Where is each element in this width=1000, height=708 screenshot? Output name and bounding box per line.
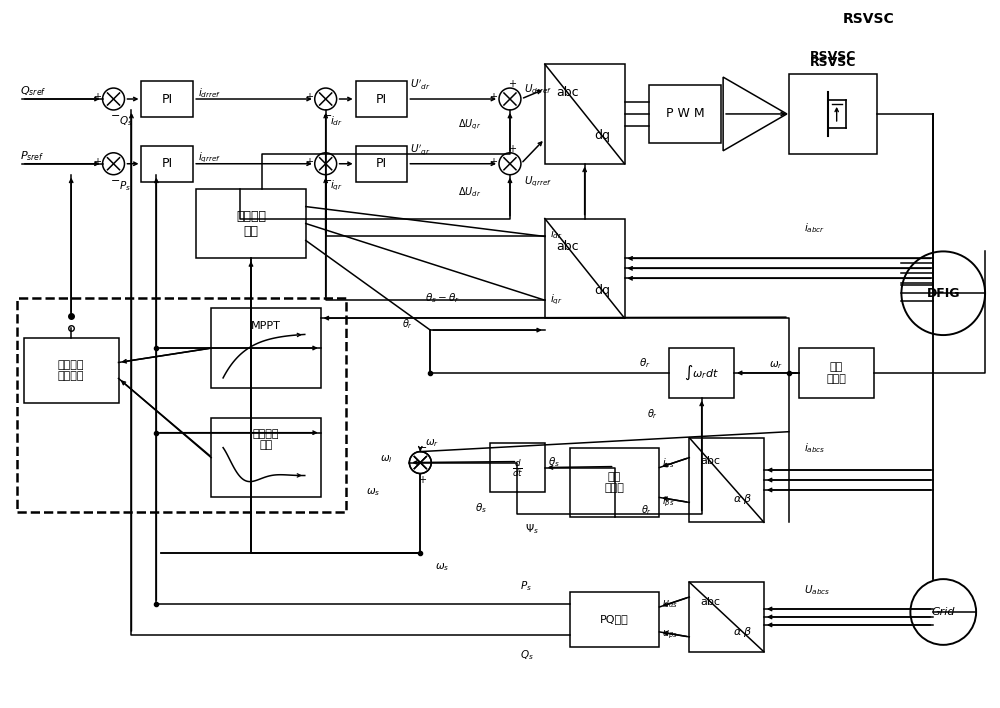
Text: abc: abc: [556, 240, 578, 253]
Text: $Q_{sref}$: $Q_{sref}$: [20, 84, 46, 98]
Text: $\omega_s$: $\omega_s$: [435, 561, 450, 573]
Text: $\alpha$ $\beta$: $\alpha$ $\beta$: [733, 625, 753, 639]
Text: 短时过载
控制: 短时过载 控制: [253, 429, 279, 450]
Text: $P_s$: $P_s$: [520, 579, 532, 593]
Text: $U'_{dr}$: $U'_{dr}$: [410, 78, 431, 92]
Text: $U_{drref}$: $U_{drref}$: [524, 82, 552, 96]
Text: $\Delta U_{qr}$: $\Delta U_{qr}$: [458, 118, 481, 132]
Text: dq: dq: [594, 284, 610, 297]
Text: +: +: [489, 92, 497, 102]
Text: $P_{sref}$: $P_{sref}$: [20, 149, 44, 163]
Bar: [689, 582, 764, 652]
Text: $P_s$: $P_s$: [119, 178, 130, 193]
Text: $\omega_r$: $\omega_r$: [425, 437, 439, 449]
Text: PI: PI: [376, 157, 387, 170]
Bar: [799, 348, 874, 398]
Text: $i_{\alpha s}$: $i_{\alpha s}$: [662, 457, 675, 471]
Text: $\theta_s - \theta_r$: $\theta_s - \theta_r$: [425, 291, 460, 305]
Text: abc: abc: [700, 457, 720, 467]
Text: $i_{qrref}$: $i_{qrref}$: [198, 151, 222, 165]
Text: RSVSC: RSVSC: [810, 50, 856, 63]
Text: −: −: [111, 176, 120, 185]
Text: abc: abc: [700, 597, 720, 607]
Text: abc: abc: [556, 86, 578, 98]
Text: PI: PI: [162, 93, 173, 105]
Text: $\alpha$ $\beta$: $\alpha$ $\beta$: [733, 491, 753, 506]
Text: $i_{qr}$: $i_{qr}$: [550, 293, 563, 307]
Bar: [789, 74, 877, 154]
Text: $u_{\alpha s}$: $u_{\alpha s}$: [662, 598, 678, 610]
Text: +: +: [489, 156, 497, 167]
Bar: [545, 64, 625, 164]
Text: $i_{dr}$: $i_{dr}$: [550, 227, 563, 241]
Bar: [211, 308, 321, 388]
Bar: [196, 188, 306, 258]
Text: −: −: [323, 111, 332, 121]
Bar: [141, 81, 193, 117]
Bar: [689, 438, 764, 523]
Text: −: −: [111, 111, 120, 121]
Text: $\theta_r$: $\theta_r$: [647, 407, 659, 421]
Text: Grid: Grid: [932, 607, 955, 617]
Bar: [545, 219, 625, 318]
Bar: [490, 442, 545, 493]
Text: $\theta_r$: $\theta_r$: [402, 317, 413, 331]
Text: DFIG: DFIG: [927, 287, 960, 299]
Text: +: +: [508, 144, 516, 154]
Text: $i_{dr}$: $i_{dr}$: [330, 114, 343, 128]
Bar: [649, 85, 721, 143]
Text: $u_{\beta s}$: $u_{\beta s}$: [662, 629, 678, 641]
Text: PI: PI: [376, 93, 387, 105]
Text: $\Psi_s$: $\Psi_s$: [525, 523, 539, 536]
Bar: [141, 146, 193, 182]
Bar: [17, 298, 346, 513]
Bar: [24, 338, 119, 403]
Text: +: +: [418, 474, 426, 484]
Bar: [356, 146, 407, 182]
Text: +: +: [93, 92, 101, 102]
Text: $\frac{d}{dt}$: $\frac{d}{dt}$: [512, 457, 523, 479]
Text: 磁链
观测器: 磁链 观测器: [605, 472, 624, 493]
Text: $\int\omega_r dt$: $\int\omega_r dt$: [684, 364, 719, 382]
Text: −: −: [323, 176, 332, 185]
Text: $\theta_r$: $\theta_r$: [641, 503, 653, 518]
Text: RSVSC: RSVSC: [843, 12, 894, 26]
Bar: [570, 592, 659, 647]
Text: +: +: [305, 92, 313, 102]
Text: 参考有功
功率计算: 参考有功 功率计算: [58, 360, 84, 381]
Text: $\Delta U_{dr}$: $\Delta U_{dr}$: [458, 185, 481, 198]
Text: 电压补偿
计算: 电压补偿 计算: [236, 210, 266, 237]
Text: $i_{drref}$: $i_{drref}$: [198, 86, 222, 100]
Bar: [356, 81, 407, 117]
Text: $\theta_s$: $\theta_s$: [548, 456, 560, 469]
Text: $i_{abcr}$: $i_{abcr}$: [804, 222, 825, 235]
Text: $U_{qrref}$: $U_{qrref}$: [524, 174, 552, 189]
Text: +: +: [93, 156, 101, 167]
Text: RSVSC: RSVSC: [810, 56, 856, 69]
Text: dq: dq: [594, 130, 610, 142]
Text: $\theta_s$: $\theta_s$: [475, 501, 487, 515]
Bar: [669, 348, 734, 398]
Text: 光电
编码器: 光电 编码器: [826, 362, 846, 384]
Bar: [570, 447, 659, 518]
Text: +: +: [305, 156, 313, 167]
Text: $U_{abcs}$: $U_{abcs}$: [804, 583, 830, 597]
Text: $i_{abcs}$: $i_{abcs}$: [804, 441, 825, 455]
Text: $U'_{qr}$: $U'_{qr}$: [410, 142, 431, 157]
Text: $i_{qr}$: $i_{qr}$: [330, 178, 343, 193]
Text: $Q_s$: $Q_s$: [520, 648, 534, 662]
Text: $Q_s$: $Q_s$: [119, 114, 132, 128]
Text: −: −: [418, 442, 427, 452]
Bar: [211, 418, 321, 498]
Text: $\theta_r$: $\theta_r$: [639, 356, 651, 370]
Text: PI: PI: [162, 157, 173, 170]
Text: $\omega_r$: $\omega_r$: [769, 359, 783, 371]
Text: MPPT: MPPT: [251, 321, 281, 331]
Text: $\omega_s$: $\omega_s$: [366, 486, 380, 498]
Text: P W M: P W M: [666, 108, 705, 120]
Text: $\omega_l$: $\omega_l$: [380, 454, 393, 465]
Text: PQ计算: PQ计算: [600, 615, 629, 624]
Text: +: +: [508, 79, 516, 89]
Text: $i_{\beta s}$: $i_{\beta s}$: [662, 494, 675, 508]
